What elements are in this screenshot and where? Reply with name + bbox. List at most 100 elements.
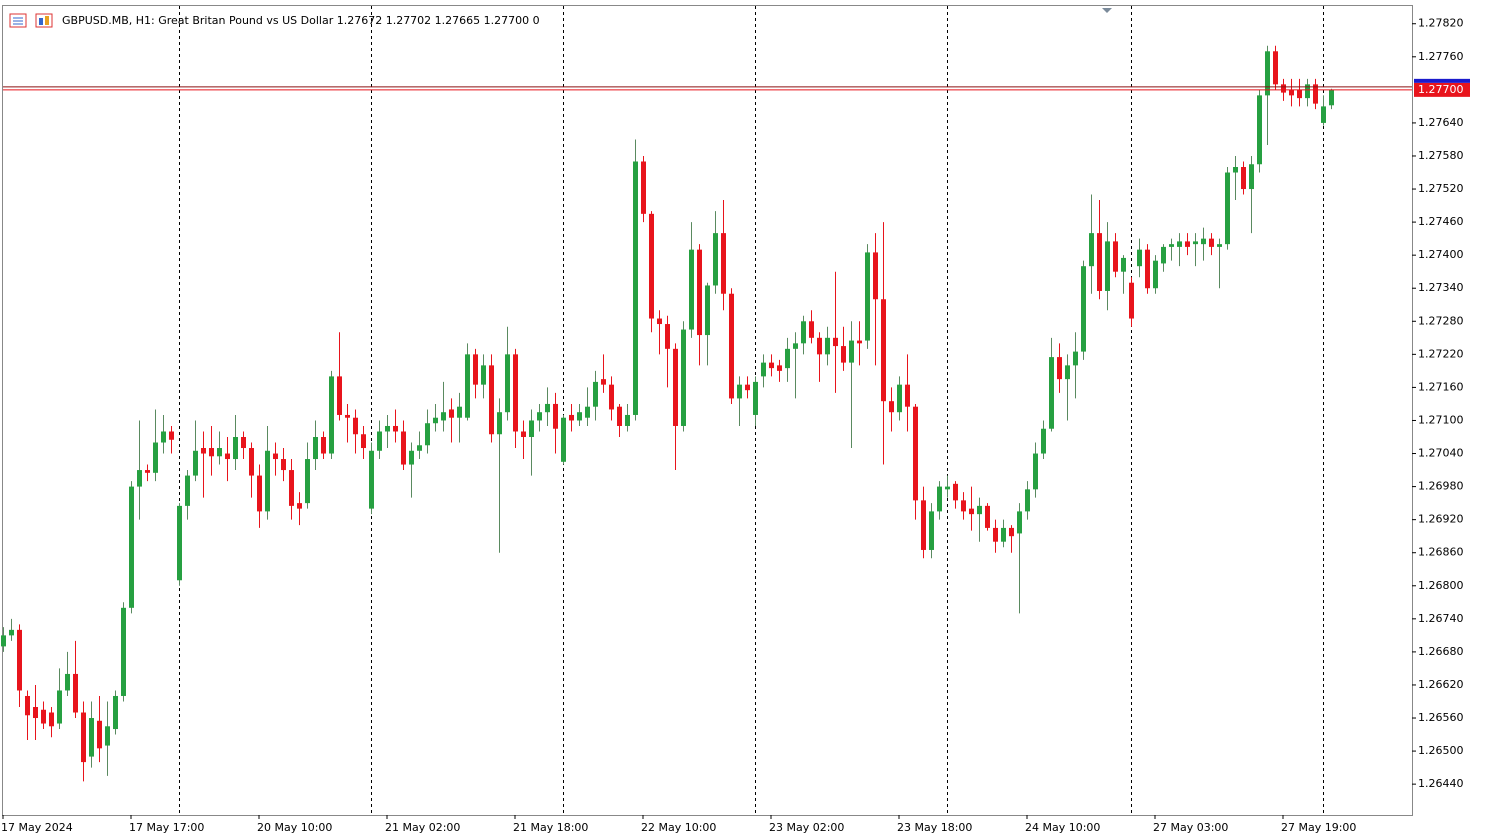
x-tick-label: 27 May 19:00 xyxy=(1281,821,1356,834)
candle-body xyxy=(1273,51,1278,85)
x-tick-label: 21 May 18:00 xyxy=(513,821,588,834)
y-tick-label: 1.26680 xyxy=(1418,645,1464,658)
candle-body xyxy=(1041,428,1046,454)
candle-body xyxy=(113,695,118,730)
candle-body xyxy=(417,445,422,451)
candle-body xyxy=(353,417,358,435)
marks xyxy=(1,45,1334,782)
candle-body xyxy=(345,414,350,418)
candle-body xyxy=(713,233,718,286)
candle-body xyxy=(521,431,526,437)
candle-body xyxy=(1105,241,1110,291)
candle-body xyxy=(209,448,214,457)
candle-body xyxy=(337,376,342,415)
candle-body xyxy=(633,161,638,415)
x-tick-label: 22 May 10:00 xyxy=(641,821,716,834)
x-tick-label: 23 May 18:00 xyxy=(897,821,972,834)
y-tick-label: 1.27160 xyxy=(1418,380,1464,393)
candle-body xyxy=(721,233,726,294)
candle-body xyxy=(1049,357,1054,429)
y-tick-label: 1.27340 xyxy=(1418,281,1464,294)
candle-body xyxy=(465,354,470,418)
candle-body xyxy=(313,437,318,460)
x-tick-label: 17 May 2024 xyxy=(1,821,73,834)
candle-body xyxy=(769,362,774,369)
candle-body xyxy=(929,511,934,550)
candle-body xyxy=(617,406,622,426)
candle-body xyxy=(473,354,478,385)
candle-body xyxy=(657,318,662,325)
candle-body xyxy=(1249,164,1254,190)
candle-body xyxy=(945,486,950,490)
candle-body xyxy=(321,437,326,454)
candle-body xyxy=(1089,233,1094,267)
candle-body xyxy=(1257,95,1262,165)
candle-body xyxy=(1137,249,1142,267)
candle-body xyxy=(385,425,390,432)
candle-body xyxy=(1233,167,1238,173)
candle-body xyxy=(1025,489,1030,512)
candle-body xyxy=(601,379,606,385)
price-label-strip xyxy=(1414,78,1470,83)
candle-body xyxy=(257,475,262,512)
candle-body xyxy=(425,423,430,446)
candle-body xyxy=(833,337,838,347)
candle-body xyxy=(449,409,454,418)
candle-body xyxy=(153,442,158,473)
y-tick-label: 1.27220 xyxy=(1418,347,1464,360)
y-tick-label: 1.26980 xyxy=(1418,480,1464,493)
plot-frame xyxy=(2,5,1413,816)
candle-body xyxy=(673,348,678,426)
candle-body xyxy=(1177,241,1182,247)
candle-body xyxy=(577,412,582,421)
candle-body xyxy=(1121,257,1126,272)
candle-body xyxy=(361,434,366,449)
candle-body xyxy=(993,527,998,542)
candle-body xyxy=(873,252,878,300)
y-tick-label: 1.27460 xyxy=(1418,215,1464,228)
candle-body xyxy=(809,321,814,338)
icon-bar xyxy=(45,16,49,25)
candle-body xyxy=(1209,238,1214,247)
candle-body xyxy=(1065,365,1070,380)
candle-body xyxy=(689,249,694,330)
candle-body xyxy=(529,420,534,437)
price-label: 1.27700 xyxy=(1418,83,1464,96)
candle-body xyxy=(369,450,374,509)
candle-body xyxy=(297,503,302,509)
candle-body xyxy=(785,348,790,369)
candle-body xyxy=(401,431,406,465)
candle-body xyxy=(497,412,502,435)
candle-body xyxy=(889,401,894,413)
candle-body xyxy=(865,252,870,341)
candle-body xyxy=(857,340,862,344)
candle-body xyxy=(441,412,446,421)
y-tick-label: 1.27580 xyxy=(1418,149,1464,162)
candle-body xyxy=(217,448,222,457)
y-tick-label: 1.27400 xyxy=(1418,248,1464,261)
x-tick-label: 24 May 10:00 xyxy=(1025,821,1100,834)
y-tick-label: 1.27280 xyxy=(1418,314,1464,327)
candle-body xyxy=(481,365,486,385)
price-label-box xyxy=(1414,82,1470,97)
candle-body xyxy=(489,365,494,435)
candle-body xyxy=(193,450,198,476)
candle-body xyxy=(129,486,134,608)
candle-body xyxy=(553,403,558,429)
candle-body xyxy=(985,505,990,528)
y-tick-label: 1.26860 xyxy=(1418,546,1464,559)
candle-body xyxy=(201,448,206,454)
candle-body xyxy=(177,505,182,581)
candle-body xyxy=(457,406,462,418)
candle-body xyxy=(1265,51,1270,96)
candle-body xyxy=(185,475,190,506)
candle-body xyxy=(537,412,542,421)
candle-body xyxy=(1033,453,1038,490)
candle-body xyxy=(513,354,518,432)
x-tick-label: 21 May 02:00 xyxy=(385,821,460,834)
candle-body xyxy=(289,470,294,506)
candle-body xyxy=(1073,351,1078,366)
candle-body xyxy=(1057,357,1062,380)
y-tick-label: 1.27520 xyxy=(1418,182,1464,195)
